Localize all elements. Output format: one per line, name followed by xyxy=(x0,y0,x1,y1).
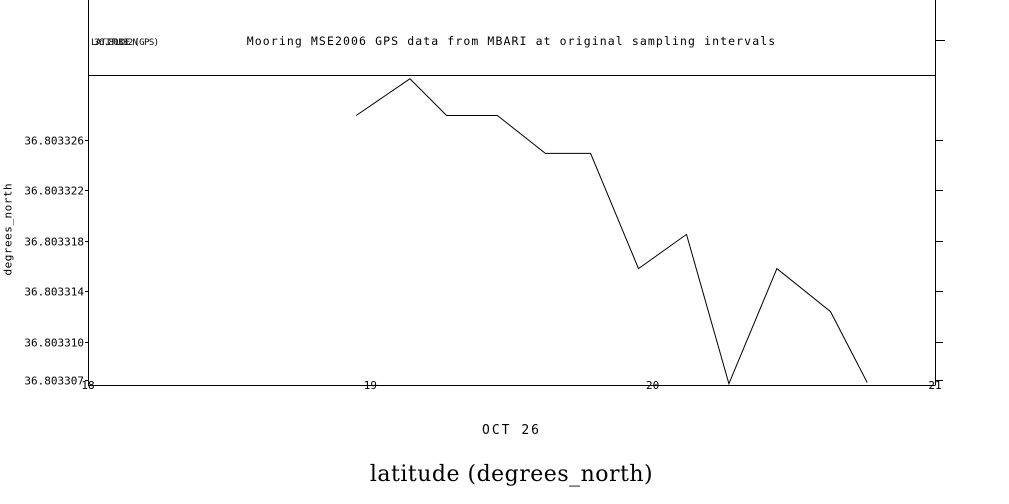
legend-value-overprint: 36.80332N xyxy=(94,38,138,48)
y-tick-label: 36.803322 xyxy=(24,185,84,198)
x-tick-label: 19 xyxy=(364,379,377,392)
x-axis-date-label: OCT 26 xyxy=(482,423,541,438)
x-tick-label: 20 xyxy=(646,379,659,392)
y-axis-label: degrees_north xyxy=(1,182,15,276)
x-tick-label: 21 xyxy=(928,379,941,392)
y-tick-label: 36.803314 xyxy=(24,286,84,299)
y-tick-label: 36.803307 xyxy=(24,375,84,388)
y-tick-label: 36.803310 xyxy=(24,337,84,350)
figure-caption: latitude (degrees_north) xyxy=(369,462,654,487)
legend-series-name: LATITUDE (GPS) xyxy=(91,38,159,48)
x-tick-label: 18 xyxy=(81,379,94,392)
y-tick-label: 36.803318 xyxy=(24,236,84,249)
chart-title: Mooring MSE2006 GPS data from MBARI at o… xyxy=(246,34,777,48)
latitude-line-series xyxy=(355,78,868,386)
y-tick-label: 36.803326 xyxy=(24,135,84,148)
